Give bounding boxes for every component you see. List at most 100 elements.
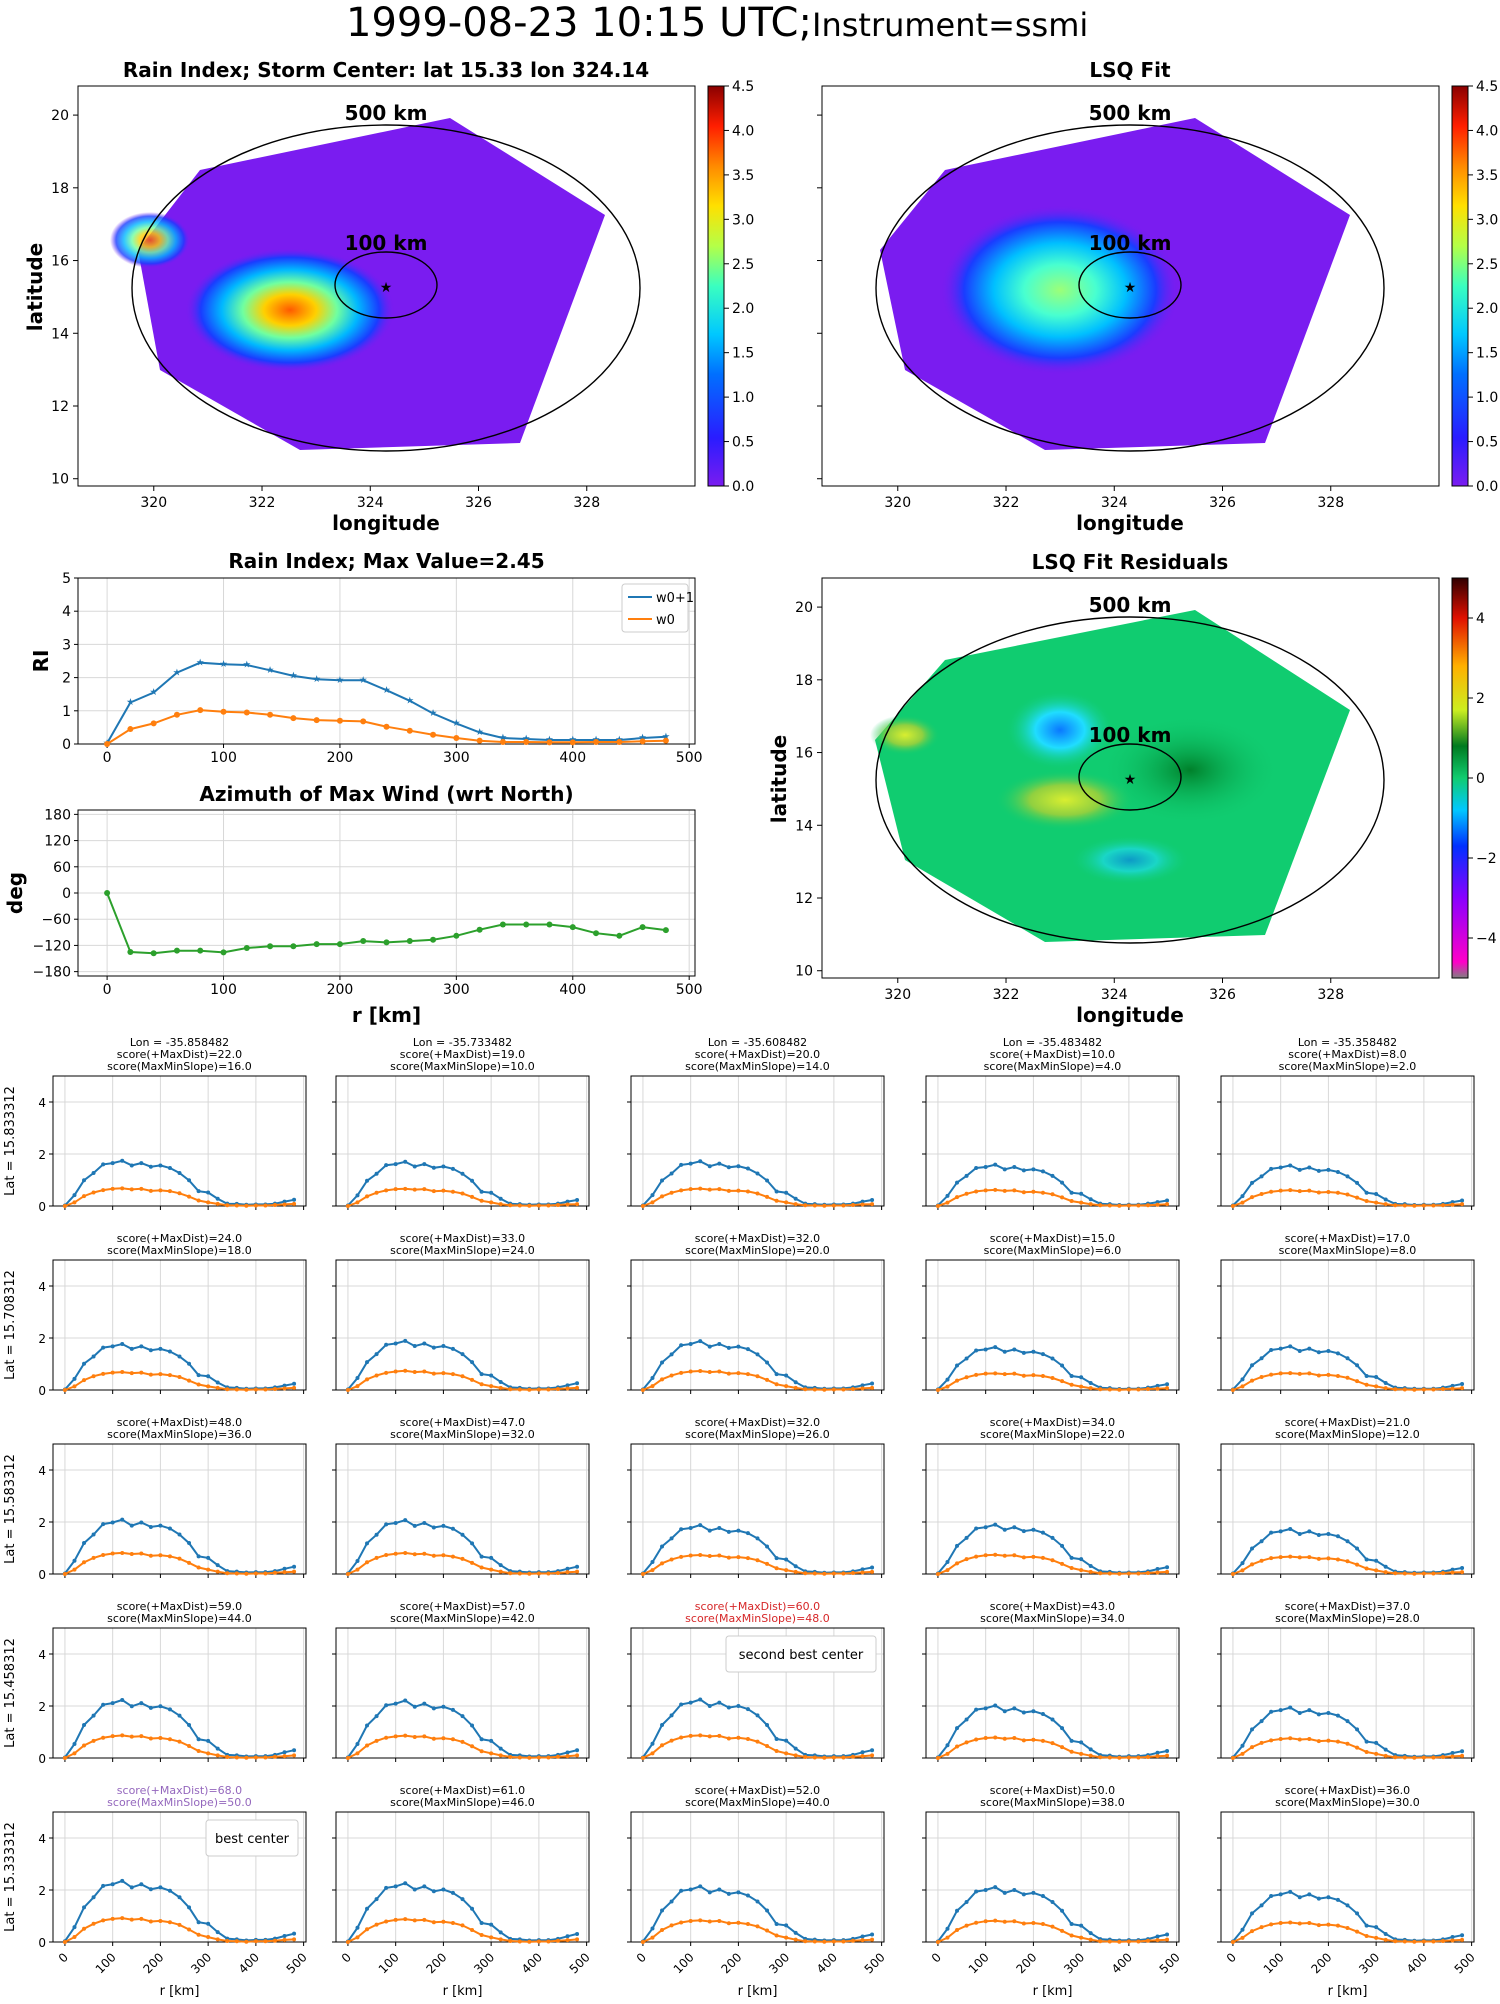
- series-point: [1278, 1188, 1283, 1193]
- xtick-label: 400: [519, 1950, 545, 1976]
- series-point: [422, 1734, 427, 1739]
- series-point: [244, 1203, 249, 1208]
- series-point: [569, 924, 576, 931]
- series-point: [412, 1552, 417, 1557]
- grid-cell-header: Lon = -35.733482: [413, 1036, 512, 1049]
- series-point: [640, 1204, 645, 1208]
- series-point: [870, 1385, 875, 1390]
- series-point: [616, 739, 623, 746]
- colorbar-tick-label: 2.5: [1476, 257, 1498, 273]
- series-point: [983, 1888, 988, 1892]
- grid-cell-header: score(MaxMinSlope)=28.0: [1275, 1612, 1420, 1625]
- ytick-label: 2: [38, 1884, 46, 1898]
- map-xtick-label: 320: [884, 987, 911, 1003]
- series-point: [745, 1166, 750, 1171]
- series-point: [206, 1555, 211, 1560]
- series-point: [82, 1743, 87, 1748]
- grid-cell-header: score(MaxMinSlope)=36.0: [107, 1428, 252, 1441]
- series-point: [1345, 1192, 1350, 1197]
- series-point: [498, 1563, 503, 1568]
- series-point: [745, 1556, 750, 1561]
- series-point: [1031, 1189, 1036, 1194]
- series-point: [1335, 1897, 1340, 1902]
- series-point: [812, 1571, 817, 1576]
- series-point: [1374, 1935, 1379, 1940]
- series-point: [489, 1200, 494, 1205]
- series-point: [62, 1572, 67, 1576]
- series-point: [1278, 1371, 1283, 1376]
- xtick-label: 300: [443, 750, 470, 766]
- rain-map-ticks: 320 322 324 326 328 10 12 14 16 18 20: [51, 108, 600, 511]
- series-point: [104, 741, 111, 747]
- series-point: [206, 1567, 211, 1572]
- series-point: [964, 1557, 969, 1562]
- chart-frame: [77, 577, 696, 745]
- series-point: [717, 1887, 722, 1892]
- map-ytick-label: 12: [795, 891, 813, 907]
- series-point: [955, 1195, 960, 1200]
- series-point: [470, 1906, 475, 1911]
- chart-frame: [335, 1811, 590, 1943]
- residual-colorbar-ticks: −4 −2 0 2 4: [1468, 611, 1497, 947]
- series-point: [523, 921, 530, 928]
- series-point: [1269, 1556, 1274, 1561]
- residual-neg-tail: [1070, 835, 1190, 885]
- series-point: [650, 1741, 655, 1746]
- series-point: [360, 938, 367, 945]
- series-point: [412, 1918, 417, 1923]
- series-point: [688, 1918, 693, 1923]
- series-point: [1050, 1535, 1055, 1540]
- series-point: [765, 1908, 770, 1913]
- series-point: [736, 1371, 741, 1376]
- series-point: [565, 1754, 570, 1759]
- series-point: [1269, 1738, 1274, 1743]
- series-point: [470, 1560, 475, 1565]
- series-point: [1278, 1165, 1283, 1170]
- series-point: [707, 1344, 712, 1349]
- series-point: [177, 1556, 182, 1561]
- series-point: [206, 1200, 211, 1205]
- series-point: [993, 1522, 998, 1527]
- series-point: [72, 1925, 77, 1930]
- grid-cell: score(+MaxDist)=33.0score(MaxMinSlope)=2…: [332, 1232, 590, 1394]
- series-point: [669, 1713, 674, 1718]
- grid-cell-header: Lon = -35.858482: [130, 1036, 229, 1049]
- series-point: [290, 943, 297, 950]
- series-point: [476, 737, 483, 744]
- colorbar-tick-label: 0.0: [732, 479, 754, 495]
- series-point: [765, 1360, 770, 1365]
- rain-storm-center-marker: ★: [380, 280, 393, 296]
- ytick-label: 4: [38, 1096, 46, 1110]
- series-point: [234, 1755, 239, 1760]
- series-point: [1355, 1195, 1360, 1200]
- grid-cell-header: score(+MaxDist)=22.0: [117, 1048, 242, 1061]
- ytick-label: 4: [62, 604, 71, 620]
- series-point: [1278, 1346, 1283, 1351]
- series-point: [365, 1927, 370, 1932]
- series-point: [206, 1384, 211, 1389]
- series-point: [476, 926, 483, 933]
- series-point: [139, 1344, 144, 1349]
- series-point: [479, 1565, 484, 1570]
- series-point: [536, 1939, 541, 1944]
- series-point: [374, 1897, 379, 1902]
- series-point: [1345, 1539, 1350, 1544]
- grid-cell: Lon = -35.358482score(+MaxDist)=8.0score…: [1217, 1036, 1475, 1210]
- series-point: [158, 1735, 163, 1740]
- series-point: [1155, 1386, 1160, 1391]
- grid-cell-header: score(MaxMinSlope)=38.0: [980, 1796, 1125, 1809]
- series-point: [726, 1188, 731, 1193]
- series-point: [498, 1202, 503, 1207]
- series-point: [1297, 1531, 1302, 1536]
- series-point: [565, 1570, 570, 1575]
- series-point: [253, 1571, 258, 1576]
- series-point: [1335, 1169, 1340, 1174]
- series-point: [460, 1171, 465, 1176]
- residual-map-ticks: 320 322 324 326 328 10 12 14 16 18 20: [795, 600, 1344, 1003]
- series-point: [460, 1897, 465, 1902]
- xtick-label: 300: [443, 982, 470, 998]
- series-point: [1307, 1921, 1312, 1926]
- chart-frame: [630, 1627, 885, 1759]
- series-point: [282, 1934, 287, 1939]
- series-point: [1383, 1570, 1388, 1575]
